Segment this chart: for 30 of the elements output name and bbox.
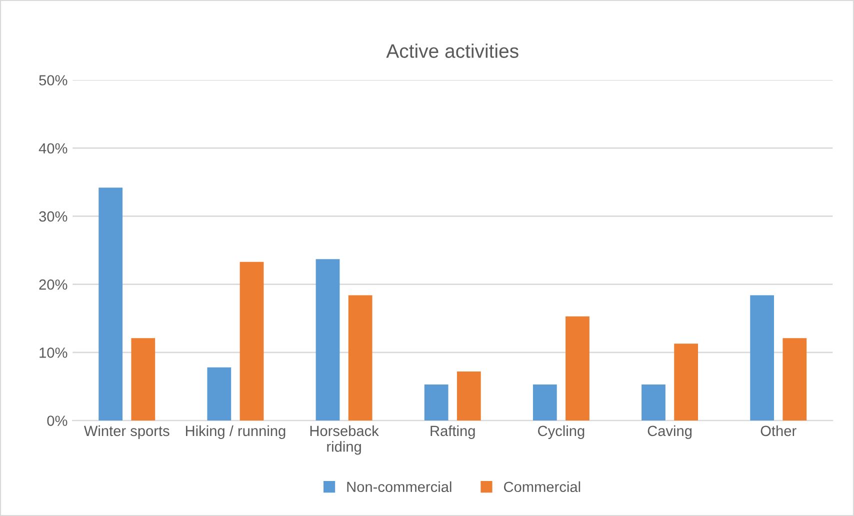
x-tick-label: Rafting — [430, 425, 475, 439]
legend-label: Commercial — [504, 481, 580, 492]
y-tick-label: 50% — [39, 75, 68, 86]
bar — [532, 384, 557, 421]
bar — [642, 384, 666, 421]
y-tick-label: 0% — [47, 416, 68, 426]
chart-title: Active activities — [386, 44, 518, 58]
y-tick-label: 40% — [38, 143, 68, 154]
x-tick-label: Winter sports — [84, 425, 170, 439]
legend-label: Non-commercial — [347, 481, 452, 492]
bar — [456, 372, 481, 421]
bar — [240, 262, 264, 421]
bar — [782, 338, 807, 421]
x-tick-label: Caving — [648, 425, 692, 439]
bar — [424, 384, 448, 421]
x-tick-label: Other — [760, 425, 796, 436]
bar — [566, 316, 590, 421]
x-tick-label: Hiking / running — [186, 425, 286, 439]
y-tick-label: 30% — [39, 211, 68, 222]
bar — [674, 344, 698, 421]
bar — [348, 295, 372, 421]
bar — [98, 188, 123, 421]
bar — [316, 259, 340, 421]
x-tick-label: Cycling — [538, 425, 584, 439]
y-tick-label: 20% — [39, 279, 68, 290]
bar — [750, 295, 774, 421]
x-tick-label: Horseback riding — [310, 425, 379, 455]
bar — [131, 338, 156, 421]
y-tick-label: 10% — [40, 348, 68, 358]
bar — [207, 367, 232, 421]
